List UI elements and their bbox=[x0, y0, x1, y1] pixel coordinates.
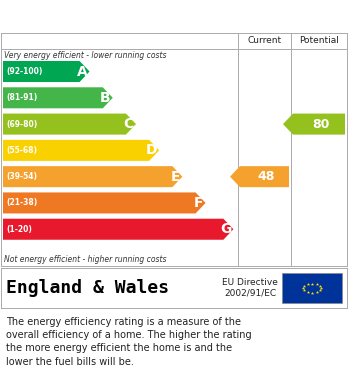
Text: (92-100): (92-100) bbox=[6, 67, 42, 76]
Text: C: C bbox=[124, 117, 134, 131]
Polygon shape bbox=[3, 140, 159, 161]
Text: (55-68): (55-68) bbox=[6, 146, 37, 155]
Text: A: A bbox=[77, 65, 88, 79]
Text: B: B bbox=[100, 91, 111, 105]
Polygon shape bbox=[3, 113, 136, 135]
Text: D: D bbox=[146, 143, 157, 157]
Text: Very energy efficient - lower running costs: Very energy efficient - lower running co… bbox=[4, 51, 166, 60]
Polygon shape bbox=[3, 219, 234, 240]
Text: Current: Current bbox=[247, 36, 282, 45]
Polygon shape bbox=[3, 87, 113, 108]
Text: G: G bbox=[220, 222, 231, 236]
Text: F: F bbox=[194, 196, 204, 210]
Text: 48: 48 bbox=[258, 170, 275, 183]
Text: Not energy efficient - higher running costs: Not energy efficient - higher running co… bbox=[4, 255, 166, 264]
Text: The energy efficiency rating is a measure of the
overall efficiency of a home. T: The energy efficiency rating is a measur… bbox=[6, 317, 252, 367]
Text: (21-38): (21-38) bbox=[6, 199, 37, 208]
Polygon shape bbox=[3, 166, 182, 187]
Text: Potential: Potential bbox=[300, 36, 339, 45]
Text: (81-91): (81-91) bbox=[6, 93, 37, 102]
Polygon shape bbox=[3, 192, 206, 213]
Text: (39-54): (39-54) bbox=[6, 172, 37, 181]
Text: Energy Efficiency Rating: Energy Efficiency Rating bbox=[9, 9, 219, 23]
Text: E: E bbox=[171, 170, 180, 184]
Polygon shape bbox=[283, 113, 345, 135]
Text: England & Wales: England & Wales bbox=[6, 279, 169, 297]
Polygon shape bbox=[3, 61, 89, 82]
Text: (69-80): (69-80) bbox=[6, 120, 37, 129]
Text: (1-20): (1-20) bbox=[6, 225, 32, 234]
Polygon shape bbox=[230, 166, 289, 187]
Text: EU Directive
2002/91/EC: EU Directive 2002/91/EC bbox=[222, 278, 278, 298]
FancyBboxPatch shape bbox=[282, 273, 342, 303]
Text: 80: 80 bbox=[312, 118, 330, 131]
